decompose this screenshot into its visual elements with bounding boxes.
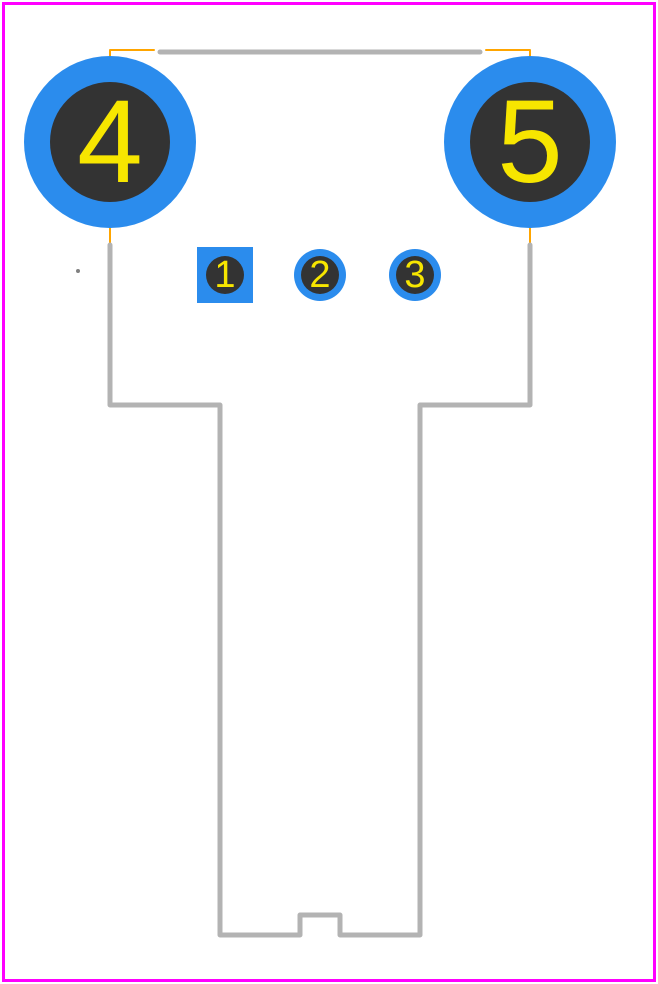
pad-2-label: 2 — [309, 256, 330, 294]
pad-4-label: 4 — [77, 83, 143, 201]
pad-1: 1 — [197, 247, 253, 303]
pad-4: 4 — [24, 56, 196, 228]
pad-5: 5 — [444, 56, 616, 228]
pad-1-label: 1 — [214, 256, 235, 294]
pad-2: 2 — [294, 249, 346, 301]
pad-5-label: 5 — [497, 83, 563, 201]
pad-3: 3 — [389, 249, 441, 301]
pad-3-label: 3 — [404, 256, 425, 294]
pcb-footprint-diagram: 4 5 1 2 3 — [0, 0, 658, 984]
